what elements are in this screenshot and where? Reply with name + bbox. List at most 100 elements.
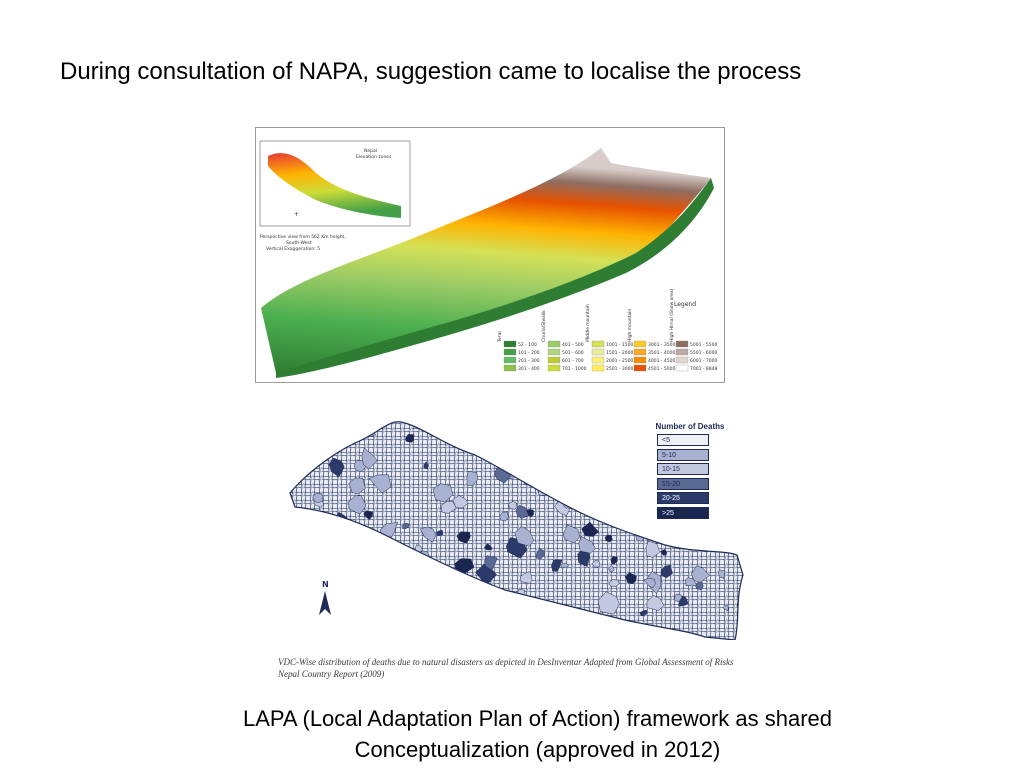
district-cell — [347, 495, 367, 515]
district-cell — [516, 625, 523, 635]
legend-zone-label: High Himal (Snow area) — [669, 288, 675, 342]
legend-entry-label: 2501 - 3000 — [606, 366, 634, 372]
district-cell — [597, 591, 620, 615]
district-cell — [608, 579, 620, 587]
district-cell — [328, 457, 345, 478]
district-cell — [396, 623, 407, 635]
legend-title: Legend — [674, 301, 696, 308]
district-cell — [645, 540, 661, 558]
district-cell — [577, 439, 586, 448]
district-cell — [507, 501, 518, 510]
district-cell — [383, 575, 393, 586]
slide-title: During consultation of NAPA, suggestion … — [60, 58, 802, 85]
district-cell — [639, 609, 648, 617]
legend-swatch — [675, 364, 689, 372]
district-cell — [535, 548, 545, 559]
district-cell — [435, 529, 444, 536]
district-cell — [327, 425, 344, 447]
district-cell — [610, 556, 618, 565]
north-arrow-icon — [319, 591, 331, 615]
district-cell — [303, 421, 321, 440]
district-cell — [565, 443, 574, 452]
legend-swatch — [633, 340, 647, 348]
district-cell — [604, 534, 613, 543]
legend-entry-label: 2001 - 2500 — [606, 358, 634, 364]
district-cell — [439, 616, 451, 627]
deaths-legend: Number of Deaths <5 5-10 10-15 15-20 20-25 >2… — [650, 422, 730, 521]
legend-entry-label: 7001 - 8848 — [690, 366, 718, 372]
legend-entry-label: 401 - 500 — [562, 342, 584, 348]
district-cell — [622, 487, 641, 502]
deaths-legend-row: 10-15 — [657, 463, 709, 475]
district-cell — [357, 605, 368, 618]
district-cell — [395, 590, 402, 599]
inset-nepal-shape — [268, 153, 401, 218]
district-cell — [504, 421, 514, 427]
district-cell — [428, 422, 437, 432]
district-cell — [510, 444, 528, 460]
district-cell — [366, 631, 378, 640]
elevation-map-figure: Nepal Elevation zones + Perspective view… — [255, 127, 725, 383]
legend-swatch — [675, 356, 689, 364]
district-cell — [643, 577, 656, 589]
district-cell — [359, 421, 380, 430]
legend-swatch — [633, 356, 647, 364]
legend-swatch — [547, 348, 561, 356]
district-cell — [372, 559, 381, 570]
district-cell — [483, 543, 493, 551]
district-cell — [511, 434, 534, 455]
district-cell — [323, 451, 330, 459]
legend-swatch — [675, 340, 689, 348]
district-cell — [618, 621, 626, 629]
district-cell — [402, 522, 410, 529]
district-cell — [340, 593, 354, 605]
elevation-map-graphic: Nepal Elevation zones + Perspective view… — [259, 140, 718, 378]
district-cell — [367, 425, 374, 433]
district-cell — [513, 609, 533, 628]
legend-entry-label: 201 - 300 — [518, 358, 540, 364]
district-cell — [568, 448, 575, 455]
district-cell — [560, 562, 570, 569]
district-cell — [452, 495, 469, 509]
legend-entry-label: 4001 - 4500 — [648, 358, 676, 364]
district-cell — [528, 630, 545, 640]
district-cell — [432, 483, 454, 503]
bottom-text-line1: LAPA (Local Adaptation Plan of Action) f… — [242, 706, 833, 731]
district-cell — [533, 421, 541, 430]
bottom-text-line2: Conceptualization (approved in 2012) — [354, 737, 721, 762]
district-cell — [519, 571, 533, 584]
district-cell — [441, 569, 456, 583]
district-cell — [530, 631, 538, 638]
district-cell — [685, 577, 698, 587]
district-cell — [552, 443, 566, 458]
district-cell — [466, 471, 479, 487]
district-cell — [324, 439, 335, 449]
deaths-map-caption: VDC-Wise distribution of deaths due to n… — [278, 657, 734, 679]
bottom-text: LAPA (Local Adaptation Plan of Action) f… — [150, 703, 925, 765]
district-cell — [584, 421, 598, 428]
legend-swatch — [547, 356, 561, 364]
district-cell — [625, 572, 637, 584]
district-cell — [484, 555, 498, 571]
district-cell — [363, 590, 378, 601]
legend-swatch — [503, 364, 517, 372]
district-cell — [419, 526, 437, 543]
district-cell — [551, 559, 563, 572]
district-cell — [292, 537, 306, 550]
deaths-legend-row: 20-25 — [657, 492, 709, 504]
district-cell — [587, 421, 596, 425]
district-cell — [691, 565, 710, 583]
district-cell — [476, 421, 490, 428]
district-cell — [585, 448, 600, 463]
district-cell — [722, 605, 729, 612]
district-cell — [361, 447, 378, 470]
district-cell — [577, 550, 590, 567]
district-cell — [463, 603, 482, 620]
legend-entry-label: 3001 - 3500 — [648, 342, 676, 348]
legend-entry-label: 5501 - 6000 — [690, 350, 718, 356]
district-cell — [344, 569, 361, 589]
deaths-legend-row: 5-10 — [657, 448, 709, 461]
district-cell — [730, 421, 739, 428]
district-cell — [290, 539, 304, 555]
deaths-legend-row: <5 — [657, 434, 709, 446]
